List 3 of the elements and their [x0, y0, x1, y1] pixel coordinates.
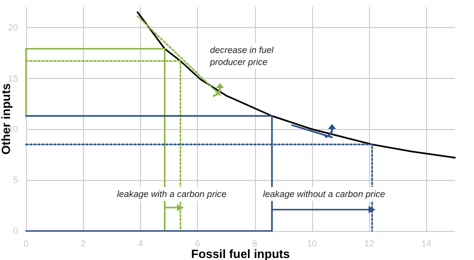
- annotation: leakage without a carbon price: [263, 189, 386, 199]
- annotation: leakage with a carbon price: [117, 189, 227, 199]
- annotation: decrease in fuel producer price: [209, 45, 275, 67]
